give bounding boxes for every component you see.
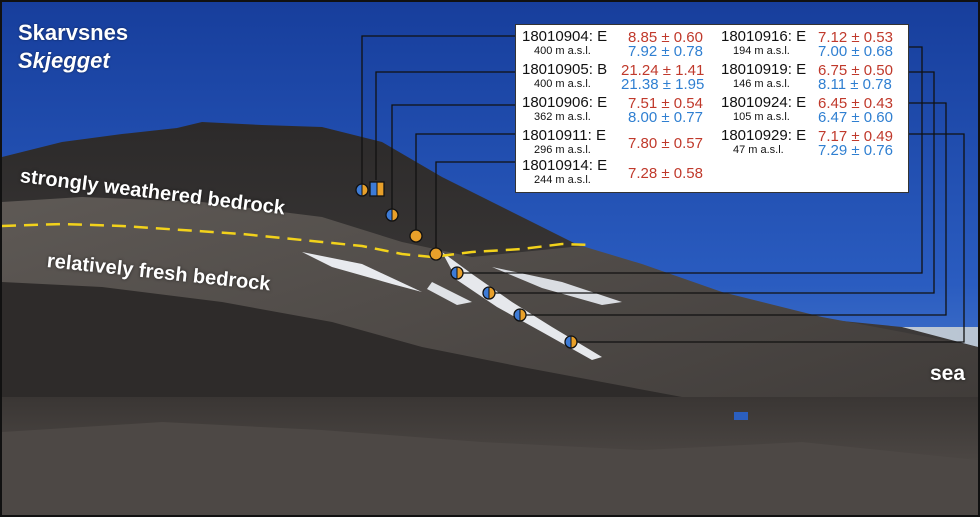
sample-altitude: 400 m a.s.l. — [534, 45, 591, 57]
sample-value-primary: 7.51 ± 0.54 — [628, 95, 703, 112]
sample-id: 18010919: E — [721, 61, 807, 78]
connector-18010929 — [571, 133, 965, 343]
sample-value-primary: 8.85 ± 0.60 — [628, 29, 703, 46]
bedrock-slab — [2, 282, 682, 432]
connector-18010906 — [391, 104, 518, 214]
marker-18010906 — [385, 208, 399, 222]
sample-altitude: 362 m a.s.l. — [534, 111, 591, 123]
marker-18010904 — [355, 183, 369, 197]
connector-18010905 — [375, 71, 518, 180]
sample-legend: 18010904: E 400 m a.s.l. 8.85 ± 0.60 7.9… — [515, 24, 909, 193]
sample-altitude: 194 m a.s.l. — [733, 45, 790, 57]
marker-18010905 — [369, 181, 385, 197]
sample-value-primary: 7.80 ± 0.57 — [628, 135, 703, 152]
sample-id: 18010911: E — [522, 127, 606, 144]
connector-18010914 — [435, 161, 518, 253]
snow-streak — [492, 267, 622, 305]
snow-streak — [442, 252, 602, 360]
sample-altitude: 296 m a.s.l. — [534, 144, 591, 156]
sample-value-primary: 6.45 ± 0.43 — [818, 95, 893, 112]
sample-value-primary: 21.24 ± 1.41 — [621, 62, 705, 79]
connector-18010919 — [489, 71, 935, 294]
sample-altitude: 244 m a.s.l. — [534, 174, 591, 186]
region-title: Skarvsnes — [18, 20, 129, 45]
sample-value-primary: 7.17 ± 0.49 — [818, 128, 893, 145]
sample-id: 18010929: E — [721, 127, 807, 144]
sample-value-primary: 7.12 ± 0.53 — [818, 29, 893, 46]
snow-streak — [427, 282, 472, 305]
sample-altitude: 146 m a.s.l. — [733, 78, 790, 90]
marker-18010919 — [482, 286, 496, 300]
sample-altitude: 105 m a.s.l. — [733, 111, 790, 123]
sample-value-secondary: 8.11 ± 0.78 — [818, 76, 892, 93]
sample-altitude: 400 m a.s.l. — [534, 78, 591, 90]
snow-patch — [302, 252, 422, 292]
sample-value-secondary: 21.38 ± 1.95 — [621, 76, 705, 93]
connector-18010916 — [457, 46, 923, 274]
sample-id: 18010905: B — [522, 61, 608, 78]
marker-18010929 — [564, 335, 578, 349]
sample-value-secondary: 7.92 ± 0.78 — [628, 43, 703, 60]
sample-value-primary: 6.75 ± 0.50 — [818, 62, 893, 79]
marker-18010911 — [409, 229, 423, 243]
sample-id: 18010924: E — [721, 94, 807, 111]
connector-18010904 — [361, 35, 518, 187]
foreground-rocks — [2, 422, 978, 515]
sample-value-secondary: 7.00 ± 0.68 — [818, 43, 893, 60]
sample-id: 18010904: E — [522, 28, 608, 45]
sample-altitude: 47 m a.s.l. — [733, 144, 784, 156]
sample-id: 18010906: E — [522, 94, 608, 111]
sea-label: sea — [930, 362, 966, 385]
connector-18010924 — [520, 102, 947, 316]
site-title: Skjegget — [18, 48, 110, 73]
boundary-line — [2, 222, 593, 259]
sample-value-secondary: 8.00 ± 0.77 — [628, 109, 703, 126]
marker-18010916 — [450, 266, 464, 280]
sample-id: 18010914: E — [522, 157, 608, 174]
sample-id: 18010916: E — [721, 28, 807, 45]
distant-vehicle — [734, 412, 748, 420]
sample-value-secondary: 7.29 ± 0.76 — [818, 142, 893, 159]
marker-18010914 — [429, 247, 443, 261]
marker-18010924 — [513, 308, 527, 322]
connector-18010911 — [415, 133, 518, 235]
sample-value-secondary: 6.47 ± 0.60 — [818, 109, 893, 126]
sample-value-primary: 7.28 ± 0.58 — [628, 165, 703, 182]
